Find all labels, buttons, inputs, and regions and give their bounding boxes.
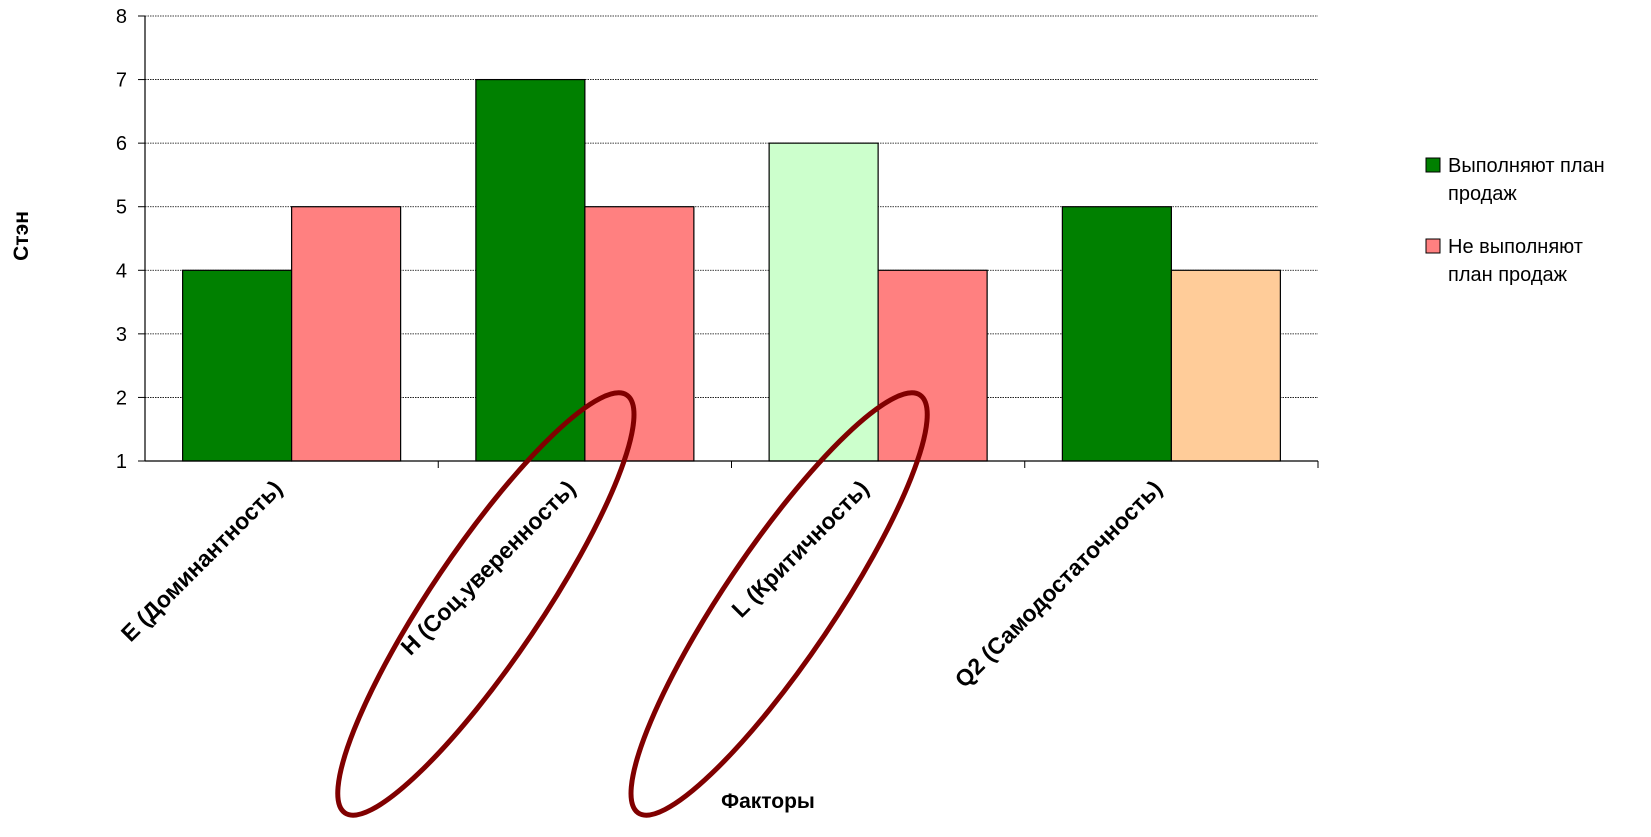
legend-item-series-1: Выполняют план продаж [1425, 155, 1605, 205]
bars [182, 78, 1281, 462]
legend-item-series-2: Не выполняют план продаж [1425, 236, 1583, 286]
category-label: E (Доминантность) [116, 475, 287, 646]
category-labels: E (Доминантность) H (Соц.уверенность) L (К… [116, 475, 1167, 692]
y-axis-title: Стэн [10, 211, 33, 261]
y-tick-label: 8 [116, 6, 127, 28]
bar-series-2-cat-4 [1170, 269, 1281, 462]
category-label: Q2 (Самодостаточность) [950, 475, 1167, 692]
bar-series-1-cat-4 [1061, 206, 1172, 462]
legend-label-series-2-line-2: план продаж [1448, 264, 1568, 286]
y-tick-label: 1 [116, 451, 127, 473]
bar-series-2-cat-3 [877, 269, 988, 462]
y-tick-labels: 1 2 3 4 5 6 7 8 [116, 6, 127, 473]
legend-label-series-2-line-1: Не выполняют [1448, 236, 1583, 258]
bar-series-2-cat-2 [584, 206, 695, 462]
axes [138, 15, 1319, 468]
y-tick-label: 6 [116, 133, 127, 155]
bar-series-2-cat-1 [291, 206, 402, 462]
legend-swatch-series-2 [1425, 238, 1441, 254]
y-tick-label: 7 [116, 70, 127, 92]
y-tick-label: 4 [116, 260, 127, 282]
category-label: H (Соц.уверенность) [396, 475, 581, 660]
bar-series-1-cat-3 [768, 142, 879, 462]
bar-series-1-cat-2 [475, 78, 586, 462]
highlight-ellipse [335, 390, 637, 818]
y-tick-label: 3 [116, 324, 127, 346]
legend-label-series-1-line-1: Выполняют план [1448, 155, 1605, 177]
legend-label-series-1-line-2: продаж [1448, 183, 1517, 205]
legend-swatch-series-1 [1425, 157, 1441, 173]
highlight-ellipse [628, 390, 930, 818]
y-tick-label: 5 [116, 197, 127, 219]
legend: Выполняют план продаж Не выполняют план … [1425, 155, 1605, 286]
bar-series-1-cat-1 [182, 269, 293, 462]
x-axis-title: Факторы [721, 790, 815, 813]
y-tick-label: 2 [116, 387, 127, 409]
annotations [335, 390, 930, 818]
